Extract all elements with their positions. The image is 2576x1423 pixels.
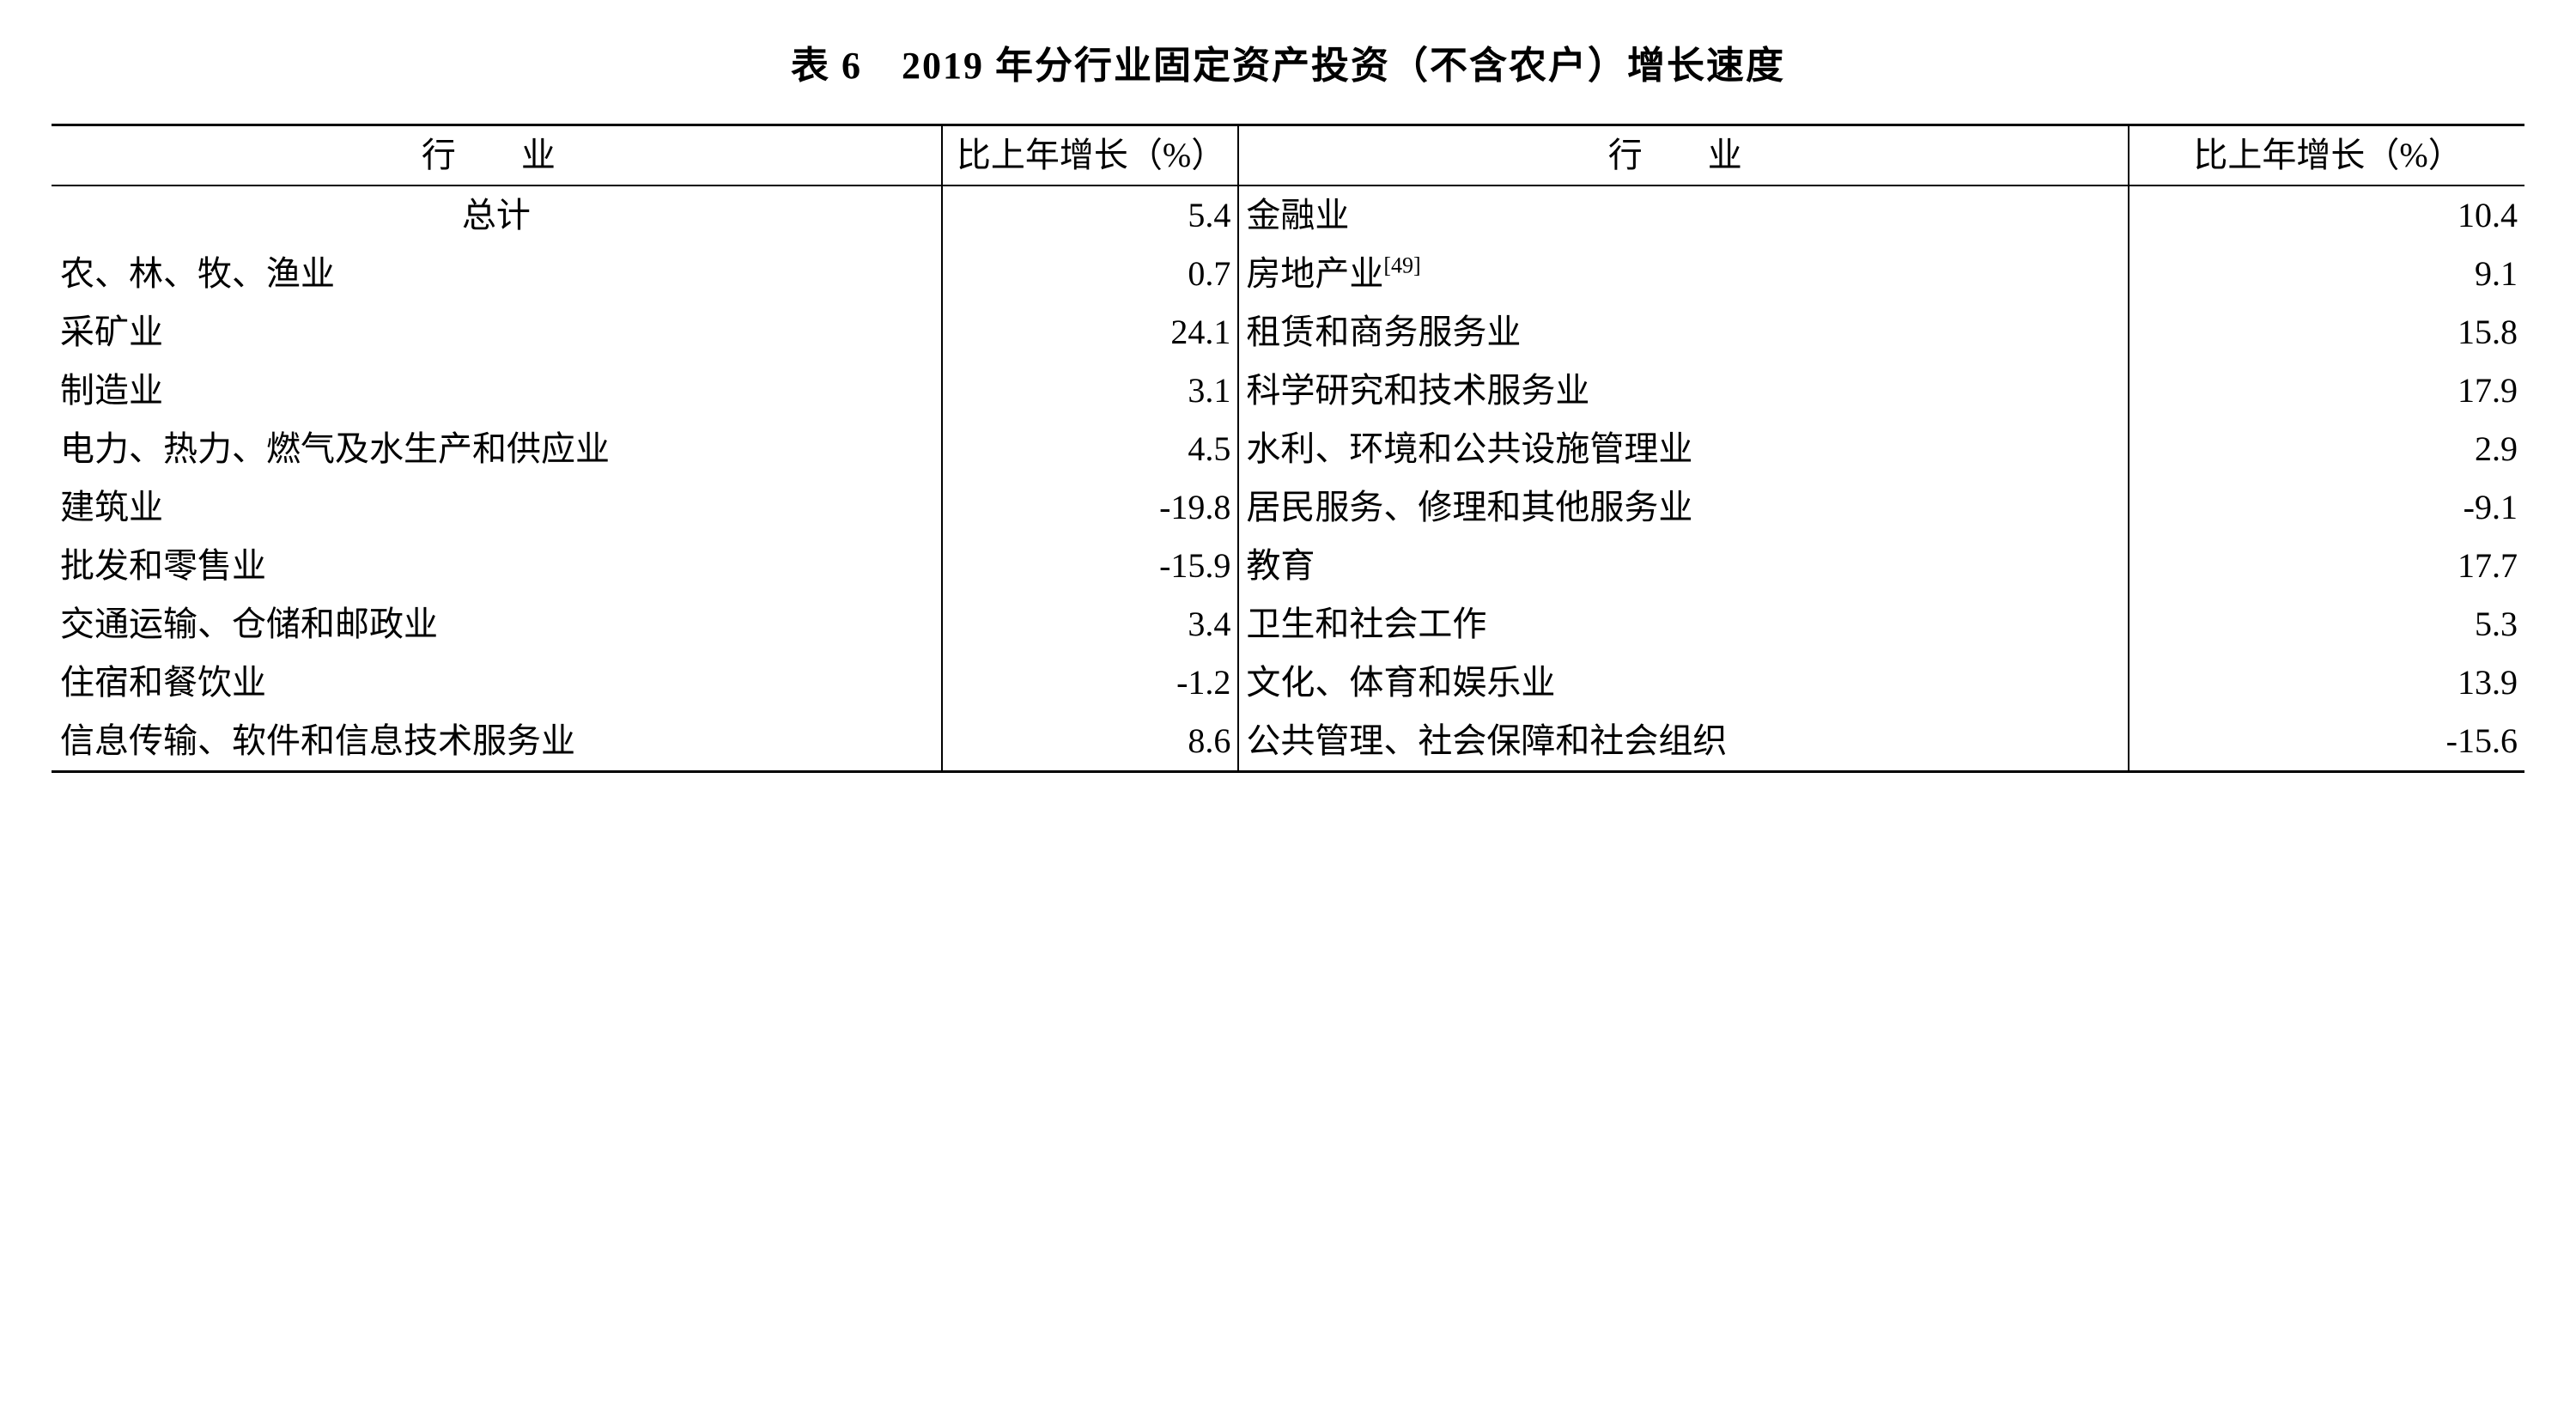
table-row: 批发和零售业-15.9教育17.7 [52,537,2524,595]
table-row: 农、林、牧、渔业0.7房地产业[49]9.1 [52,245,2524,303]
cell-left-industry: 电力、热力、燃气及水生产和供应业 [52,420,942,478]
cell-left-value: 5.4 [942,185,1239,245]
cell-right-value: 10.4 [2129,185,2524,245]
cell-left-industry: 交通运输、仓储和邮政业 [52,595,942,654]
cell-right-industry: 居民服务、修理和其他服务业 [1238,478,2129,537]
cell-left-value: 0.7 [942,245,1239,303]
table-row: 建筑业-19.8居民服务、修理和其他服务业-9.1 [52,478,2524,537]
cell-right-value: 17.7 [2129,537,2524,595]
cell-left-value: -19.8 [942,478,1239,537]
cell-right-industry: 金融业 [1238,185,2129,245]
table-row: 电力、热力、燃气及水生产和供应业4.5水利、环境和公共设施管理业2.9 [52,420,2524,478]
cell-right-industry: 科学研究和技术服务业 [1238,362,2129,420]
cell-right-value: 2.9 [2129,420,2524,478]
table-title: 表 6 2019 年分行业固定资产投资（不含农户）增长速度 [52,34,2524,89]
cell-left-industry: 制造业 [52,362,942,420]
footnote-ref: [49] [1383,253,1420,278]
table-header-row: 行 业比上年增长（%）行 业比上年增长（%） [52,125,2524,186]
cell-right-industry: 公共管理、社会保障和社会组织 [1238,712,2129,772]
cell-right-value: -9.1 [2129,478,2524,537]
cell-left-value: 3.4 [942,595,1239,654]
cell-right-industry: 水利、环境和公共设施管理业 [1238,420,2129,478]
cell-left-value: 4.5 [942,420,1239,478]
cell-right-industry: 卫生和社会工作 [1238,595,2129,654]
cell-right-value: 15.8 [2129,303,2524,362]
cell-left-value: -15.9 [942,537,1239,595]
table-row: 住宿和餐饮业-1.2文化、体育和娱乐业13.9 [52,654,2524,712]
cell-left-industry: 住宿和餐饮业 [52,654,942,712]
cell-left-value: 8.6 [942,712,1239,772]
cell-right-industry: 文化、体育和娱乐业 [1238,654,2129,712]
table-row: 采矿业24.1租赁和商务服务业15.8 [52,303,2524,362]
table-row: 总计5.4金融业10.4 [52,185,2524,245]
cell-right-industry: 租赁和商务服务业 [1238,303,2129,362]
header-industry-right: 行 业 [1238,125,2129,186]
header-growth-right: 比上年增长（%） [2129,125,2524,186]
industry-growth-table: 行 业比上年增长（%）行 业比上年增长（%）总计5.4金融业10.4农、林、牧、… [52,124,2524,773]
header-growth-left: 比上年增长（%） [942,125,1239,186]
cell-right-value: -15.6 [2129,712,2524,772]
cell-right-value: 17.9 [2129,362,2524,420]
cell-left-industry: 建筑业 [52,478,942,537]
table-row: 信息传输、软件和信息技术服务业8.6公共管理、社会保障和社会组织-15.6 [52,712,2524,772]
cell-left-industry: 采矿业 [52,303,942,362]
cell-right-value: 9.1 [2129,245,2524,303]
cell-left-value: 3.1 [942,362,1239,420]
header-industry-left: 行 业 [52,125,942,186]
cell-right-value: 5.3 [2129,595,2524,654]
cell-left-value: -1.2 [942,654,1239,712]
cell-right-value: 13.9 [2129,654,2524,712]
cell-left-industry: 批发和零售业 [52,537,942,595]
cell-left-industry: 农、林、牧、渔业 [52,245,942,303]
table-row: 交通运输、仓储和邮政业3.4卫生和社会工作5.3 [52,595,2524,654]
cell-left-value: 24.1 [942,303,1239,362]
cell-right-industry: 房地产业[49] [1238,245,2129,303]
cell-left-industry: 信息传输、软件和信息技术服务业 [52,712,942,772]
cell-left-industry: 总计 [52,185,942,245]
table-row: 制造业3.1科学研究和技术服务业17.9 [52,362,2524,420]
cell-right-industry: 教育 [1238,537,2129,595]
